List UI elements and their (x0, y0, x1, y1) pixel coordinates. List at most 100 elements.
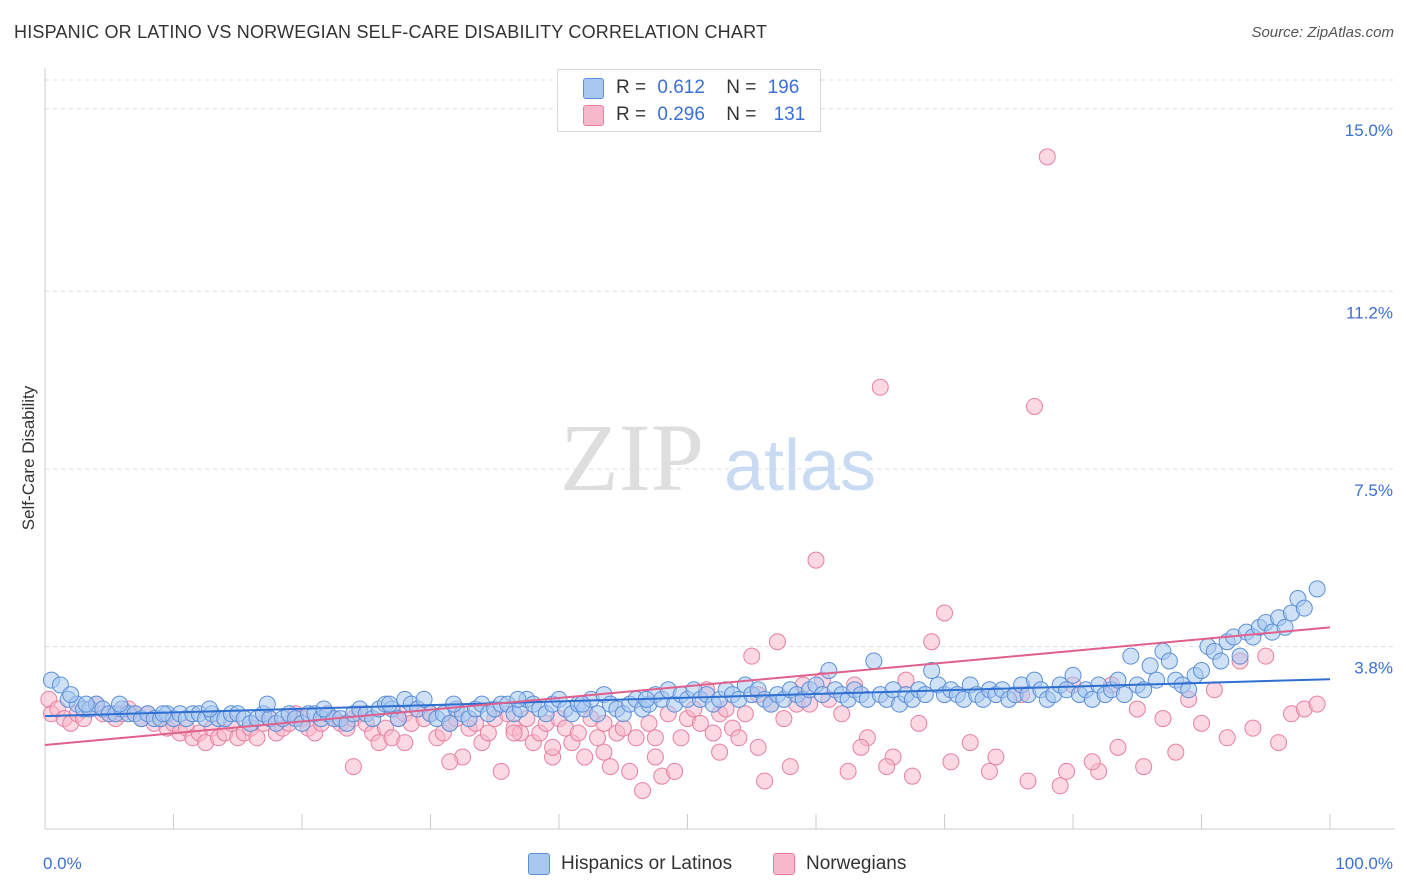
norwegian-point (492, 762, 510, 780)
norwegian-point (576, 748, 594, 766)
hispanic-point (1180, 681, 1198, 699)
norwegian-point (627, 729, 645, 747)
hispanic-point (62, 686, 80, 704)
norwegian-point (621, 762, 639, 780)
r-value: 0.296 (657, 104, 705, 125)
norwegian-point (1058, 762, 1076, 780)
norwegian-point (248, 729, 266, 747)
norwegian-point (1167, 743, 1185, 761)
hispanic-point (573, 695, 591, 713)
legend-swatch-blue (528, 853, 550, 875)
norwegian-point (743, 647, 761, 665)
norwegian-point (756, 772, 774, 790)
chart-title: HISPANIC OR LATINO VS NORWEGIAN SELF-CAR… (14, 22, 768, 42)
hispanic-point (1135, 681, 1153, 699)
trend-line-hispanics (44, 678, 1331, 718)
norwegian-point (640, 714, 658, 732)
norwegian-point (569, 724, 587, 742)
norwegian-point (1025, 397, 1043, 415)
hispanic-point (865, 652, 883, 670)
r-value: 0.612 (657, 77, 705, 98)
norwegian-point (987, 748, 1005, 766)
trend-line-norwegians (44, 626, 1331, 746)
norwegian-point (1128, 700, 1146, 718)
hispanic-point (77, 695, 95, 713)
norwegian-point (839, 762, 857, 780)
norwegian-point (1257, 647, 1275, 665)
norwegian-point (1270, 734, 1288, 752)
norwegian-point (923, 633, 941, 651)
correlation-legend: R = 0.612 N = 196 R = 0.296 N = 131 (557, 69, 821, 132)
norwegian-point (1135, 758, 1153, 776)
trend-lines (44, 626, 1331, 746)
norwegian-point (942, 753, 960, 771)
legend-item-norwegians: Norwegians (773, 851, 906, 877)
hispanic-point (820, 662, 838, 680)
norwegian-point (1154, 710, 1172, 728)
hispanic-point (441, 714, 459, 732)
legend-swatch-blue (583, 78, 604, 99)
norwegian-point (505, 724, 523, 742)
norwegian-point (691, 714, 709, 732)
hispanic-point (1295, 599, 1313, 617)
hispanic-point (1141, 657, 1159, 675)
norwegian-point (1109, 738, 1127, 756)
norwegian-point (704, 724, 722, 742)
norwegian-point (479, 724, 497, 742)
norwegian-point (646, 729, 664, 747)
norwegian-point (807, 551, 825, 569)
norwegian-point (1308, 695, 1326, 713)
hispanic-point (1064, 666, 1082, 684)
norwegian-point (634, 782, 652, 800)
norwegian-point (344, 758, 362, 776)
hispanic-point (1148, 671, 1166, 689)
watermark-atlas: atlas (724, 426, 876, 506)
n-label: N = (726, 104, 757, 125)
hispanic-point (200, 700, 218, 718)
hispanic-point (389, 710, 407, 728)
hispanic-point (111, 695, 129, 713)
axes (44, 68, 1395, 830)
tick-labels: 3.8% 7.5% 11.2% 15.0% 0.0% 100.0% (43, 121, 1393, 873)
norwegian-point (781, 758, 799, 776)
y-tick-label: 7.5% (1354, 481, 1393, 500)
legend-label: Hispanics or Latinos (561, 853, 733, 874)
x-tick-label-min: 0.0% (43, 854, 82, 873)
norwegian-point (903, 767, 921, 785)
hispanic-point (1212, 652, 1230, 670)
hispanic-point (1231, 647, 1249, 665)
norwegian-point (646, 748, 664, 766)
y-axis-label: Self-Care Disability (19, 385, 38, 530)
n-label: N = (726, 77, 757, 98)
watermark-zip: ZIP (560, 404, 704, 511)
r-label: R = (616, 104, 647, 125)
norwegian-point (980, 762, 998, 780)
watermark: ZIP atlas (560, 404, 876, 511)
hispanic-point (258, 695, 276, 713)
norwegian-point (595, 743, 613, 761)
hispanic-point (509, 690, 527, 708)
norwegian-point (775, 710, 793, 728)
hispanic-point (1160, 652, 1178, 670)
norwegian-point (1019, 772, 1037, 790)
y-tick-label: 11.2% (1346, 303, 1393, 322)
norwegian-point (1051, 777, 1069, 795)
norwegian-point (1218, 729, 1236, 747)
hispanic-point (380, 695, 398, 713)
n-value: 196 (767, 77, 800, 98)
hispanic-point (589, 705, 607, 723)
norwegian-point (736, 705, 754, 723)
hispanic-point (1308, 580, 1326, 598)
legend-item-hispanics: Hispanics or Latinos (528, 851, 732, 877)
norwegian-point (749, 738, 767, 756)
x-tick-label-max: 100.0% (1335, 854, 1393, 873)
hispanic-point (1193, 662, 1210, 680)
legend-swatch-pink (773, 853, 795, 875)
hispanic-point (1122, 647, 1140, 665)
norwegian-point (1205, 681, 1223, 699)
norwegian-point (672, 729, 690, 747)
norwegian-point (711, 743, 729, 761)
n-value: 131 (773, 104, 806, 125)
r-label: R = (616, 77, 647, 98)
norwegian-point (396, 734, 414, 752)
